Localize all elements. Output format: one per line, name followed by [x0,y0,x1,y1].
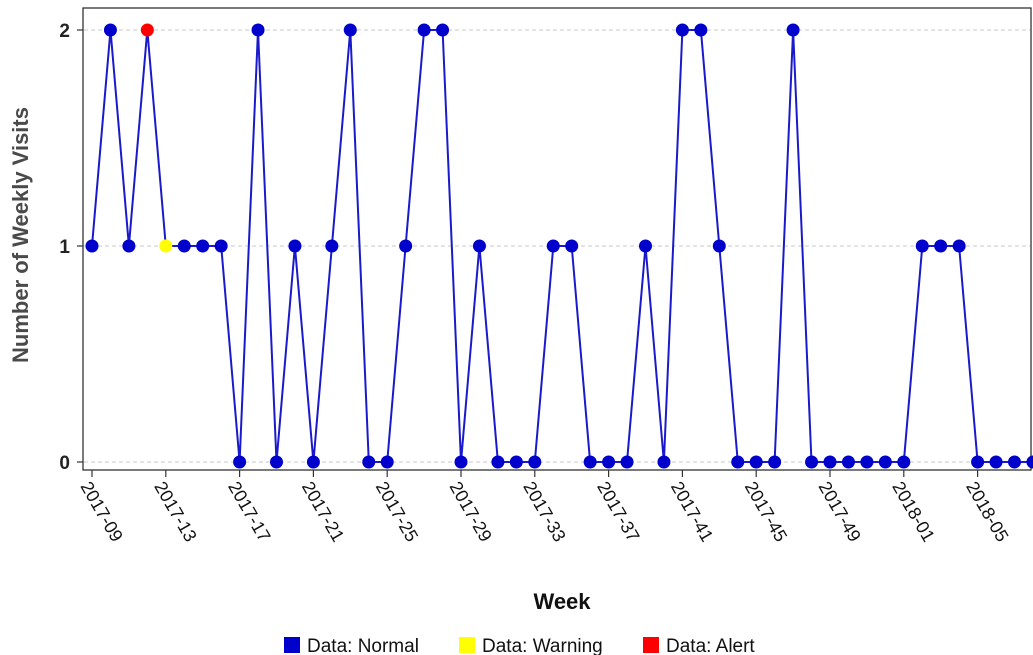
data-point-normal [270,455,283,469]
data-point-normal [897,455,911,469]
x-axis-label: Week [533,589,591,614]
data-point-normal [417,23,431,37]
data-point-normal [546,239,560,253]
data-point-normal [85,239,99,253]
data-point-normal [1008,455,1021,469]
data-point-normal [399,239,413,253]
data-point-alert [140,23,154,37]
series-line-layer [91,29,1033,463]
data-point-normal [675,23,689,37]
series-line [91,29,1033,463]
data-point-normal [712,239,726,253]
data-point-normal [122,239,136,253]
x-tick-label: 2017-29 [446,478,496,545]
x-tick-label: 2017-49 [815,478,865,545]
data-point-normal [306,455,320,469]
legend-key [284,637,300,653]
data-point-normal [362,455,376,469]
y-axis-label: Number of Weekly Visits [8,107,33,363]
data-point-normal [177,239,191,253]
data-point-normal [989,455,1003,469]
data-point-normal [380,455,394,469]
data-point-normal [436,23,450,37]
data-point-normal [602,455,616,469]
data-point-normal [731,455,745,469]
data-point-normal [620,455,634,469]
legend-key [643,637,659,653]
data-point-normal [639,239,652,253]
x-tick-label: 2017-21 [298,478,348,545]
data-point-normal [509,455,523,469]
data-point-normal [860,455,874,469]
data-point-normal [288,239,302,253]
legend-label: Data: Normal [307,636,419,655]
x-tick-label: 2018-05 [962,478,1012,545]
x-tick-label: 2017-41 [667,478,717,545]
x-tick-label: 2017-09 [77,478,127,545]
data-point-normal [251,23,265,37]
y-tick-label: 1 [59,237,70,258]
data-point-normal [343,23,357,37]
x-tick-label: 2017-17 [224,478,274,545]
data-point-normal [103,23,117,37]
data-point-normal [454,455,468,469]
data-point-normal [1026,455,1033,469]
data-point-normal [583,455,597,469]
data-point-normal [657,455,671,469]
legend-key [459,637,475,653]
data-point-normal [472,239,486,253]
data-point-normal [768,455,782,469]
data-point-normal [214,239,228,253]
data-point-normal [805,455,819,469]
x-tick-label: 2017-25 [372,478,422,545]
y-tick-label: 0 [59,453,70,474]
series-points [85,23,1033,469]
data-point-normal [233,455,247,469]
x-axis: 2017-09 2017-13 2017-17 2017-21 2017-25 2017-… [77,470,1012,545]
data-point-normal [528,455,542,469]
y-tick-label: 2 [59,21,70,42]
data-point-normal [823,455,837,469]
x-tick-label: 2017-33 [519,478,569,545]
data-point-normal [786,23,800,37]
data-point-normal [934,239,948,253]
data-point-normal [915,239,929,253]
data-point-normal [565,239,579,253]
x-tick-label: 2018-01 [888,478,938,545]
x-tick-label: 2017-37 [593,478,643,545]
data-point-normal [971,455,985,469]
data-point-normal [325,239,339,253]
data-point-warning [159,239,173,253]
x-tick-label: 2017-45 [741,478,791,545]
data-point-normal [491,455,505,469]
data-point-normal [694,23,708,37]
y-axis: 0 1 2 [59,21,83,474]
legend-label: Data: Alert [666,636,755,655]
x-tick-label: 2017-13 [150,478,200,545]
data-point-normal [878,455,892,469]
legend-label: Data: Warning [482,636,603,655]
plot-panel-border [82,7,1032,471]
data-point-normal [952,239,966,253]
legend: Data: Normal Data: Warning Data: Alert [284,636,755,655]
data-point-normal [749,455,763,469]
data-point-normal [841,455,855,469]
data-point-normal [196,239,210,253]
